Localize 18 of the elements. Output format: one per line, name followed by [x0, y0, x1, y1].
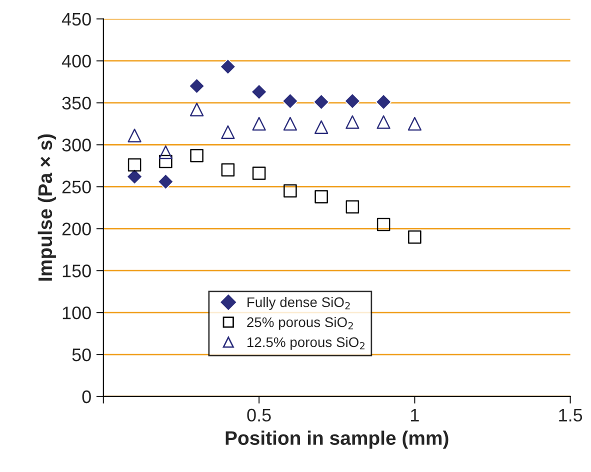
y-tick-label: 400: [62, 54, 91, 68]
legend-label: 25% porous SiO$_{2}$: [247, 316, 353, 330]
y-tick-label: 50: [72, 348, 91, 362]
x-axis-title: Position in sample (mm): [226, 430, 448, 449]
x-tick-label: 1.5: [559, 408, 582, 422]
y-tick-label: 450: [62, 12, 91, 26]
x-tick-label: 0.5: [247, 408, 271, 422]
y-tick-label: 100: [62, 306, 91, 320]
y-tick-label: 200: [62, 222, 91, 236]
legend-label: Fully dense SiO$_{2}$: [248, 296, 350, 310]
legend-label: 12.5% porous SiO$_{2}$: [247, 336, 364, 350]
y-tick-label: 0: [82, 390, 91, 404]
x-tick-label: 1: [411, 408, 419, 422]
y-tick-label: 250: [62, 180, 91, 194]
y-tick-label: 300: [62, 138, 91, 152]
y-tick-label: 150: [62, 264, 91, 278]
y-tick-label: 350: [62, 96, 91, 110]
y-axis-title: Impulse (Pa × s): [38, 134, 56, 281]
